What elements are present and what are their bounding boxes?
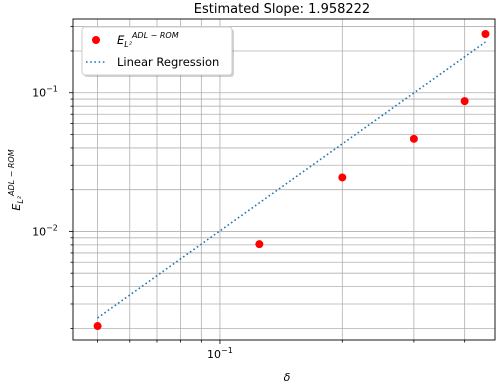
ticks: 10−110−210−1 (32, 26, 466, 361)
legend-label-error-sub: L² (124, 40, 132, 49)
y-axis-label-base: E (10, 204, 23, 211)
legend-marker-error (92, 36, 100, 44)
y-tick-label-exp: −1 (46, 85, 58, 94)
data-point (460, 97, 469, 106)
y-tick-label: 10−1 (32, 85, 58, 100)
plot-frame (72, 18, 496, 341)
legend-label-error: EL²ADL − ROM (117, 31, 179, 49)
series-layer (93, 30, 490, 331)
chart-title: Estimated Slope: 1.958222 (194, 2, 370, 17)
data-point (93, 322, 102, 331)
data-point (255, 240, 264, 249)
y-axis-label-sup: ADL − ROM (7, 149, 16, 197)
y-tick-label: 10−2 (32, 223, 58, 238)
y-tick-label-base: 10 (32, 225, 46, 238)
data-point (409, 134, 418, 143)
x-tick-label-exp: −1 (221, 346, 233, 355)
y-axis-label-sub: L² (16, 195, 25, 203)
y-tick-label-base: 10 (32, 87, 46, 100)
y-axis-label: EL²ADL − ROM (7, 149, 25, 210)
legend-label-error-base: E (117, 33, 125, 47)
data-point (481, 30, 490, 39)
legend-label-regression: Linear Regression (117, 55, 219, 69)
x-tick-label: 10−1 (207, 346, 233, 361)
x-axis-label: δ (284, 371, 291, 384)
legend: EL²ADL − ROM Linear Regression (81, 26, 234, 77)
x-tick-label-base: 10 (207, 348, 221, 361)
legend-frame (81, 26, 233, 76)
y-tick-label-exp: −2 (46, 223, 58, 232)
legend-label-error-sup: ADL − ROM (131, 31, 179, 40)
data-point (338, 173, 347, 182)
